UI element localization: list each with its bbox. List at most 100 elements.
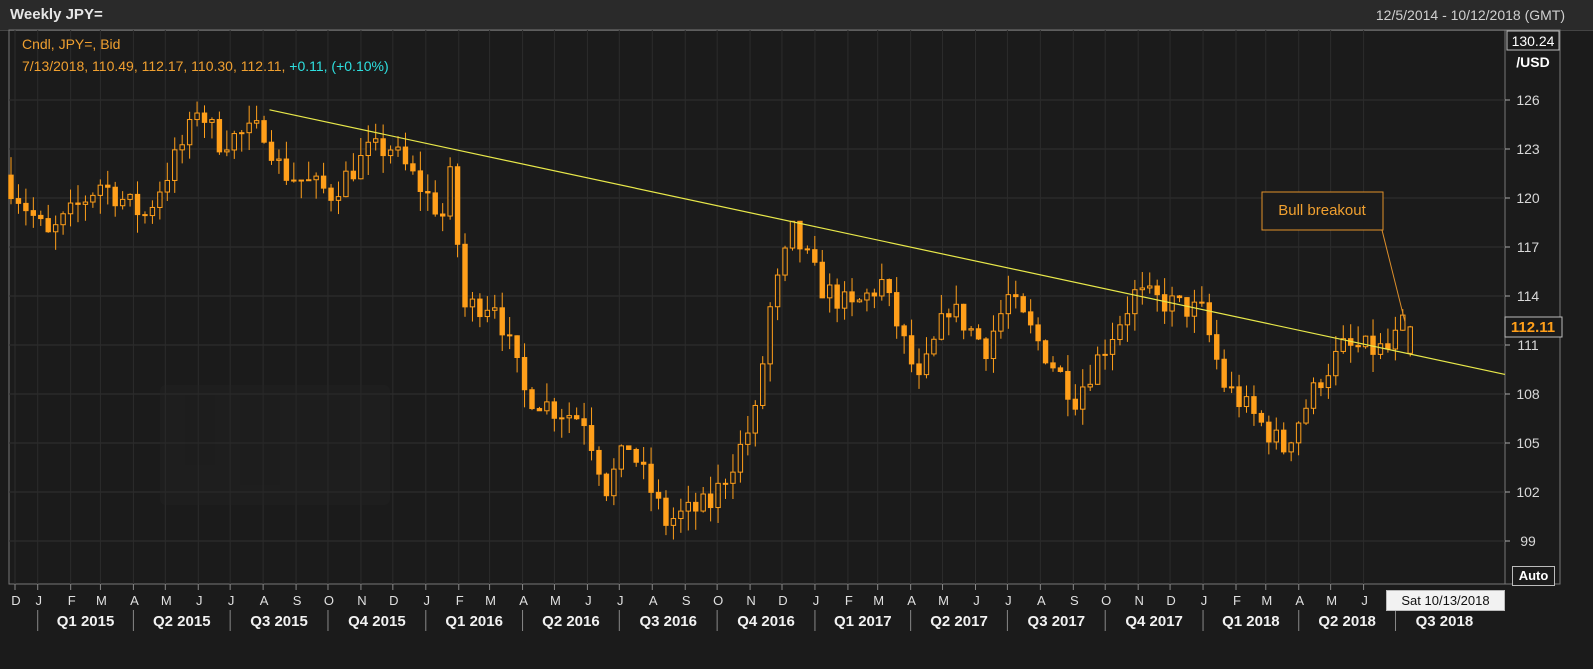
candle	[1214, 319, 1220, 370]
candle-body	[1251, 396, 1257, 414]
candle-body	[194, 112, 200, 121]
candle	[1288, 441, 1294, 462]
candle	[864, 288, 870, 312]
candle-body	[1080, 386, 1086, 410]
candle	[730, 454, 736, 500]
candle	[261, 115, 267, 144]
candle-body	[722, 482, 729, 485]
candle-body	[328, 187, 334, 201]
current-date-label: Sat 10/13/2018	[1386, 590, 1505, 611]
month-label: J	[813, 593, 820, 608]
candle	[358, 138, 364, 180]
candle	[1243, 385, 1250, 413]
candle-body	[1281, 429, 1287, 453]
candle	[693, 492, 699, 530]
candle-body	[1385, 343, 1391, 350]
auto-scale-button[interactable]: Auto	[1512, 566, 1555, 586]
candle	[67, 189, 74, 227]
candle	[938, 294, 945, 341]
month-label: A	[1037, 593, 1046, 608]
candle-body	[432, 192, 438, 215]
candle-body	[1147, 285, 1153, 289]
candle-body	[1013, 294, 1019, 298]
month-label: M	[96, 593, 107, 608]
candle	[1102, 339, 1108, 370]
candle	[573, 407, 580, 420]
candle-body	[365, 141, 371, 157]
candle-body	[253, 120, 260, 124]
candle-body	[611, 468, 617, 497]
candle	[774, 268, 781, 321]
candle	[603, 472, 610, 502]
candle-body	[402, 146, 409, 165]
candle	[841, 281, 848, 320]
candle-body	[313, 175, 319, 181]
candle	[931, 336, 937, 357]
month-label: M	[485, 593, 496, 608]
candle-body	[335, 196, 342, 201]
candle-body	[90, 194, 96, 203]
candle	[1065, 355, 1071, 417]
candle	[611, 458, 617, 506]
candle-body	[1228, 386, 1235, 389]
candle-body	[1057, 367, 1064, 372]
candle	[953, 285, 959, 323]
quarter-label: Q2 2016	[542, 613, 600, 630]
candle-body	[38, 214, 44, 220]
candle-body	[298, 179, 304, 182]
candle-body	[879, 279, 885, 297]
candle	[1407, 325, 1413, 357]
candle	[1132, 279, 1138, 331]
month-label: M	[550, 593, 561, 608]
month-label: J	[424, 593, 431, 608]
candle-body	[306, 179, 312, 182]
candle	[134, 181, 141, 233]
quarter-label: Q1 2016	[445, 613, 503, 630]
candle-body	[134, 193, 141, 216]
month-label: D	[1166, 593, 1175, 608]
candle-body	[425, 190, 431, 194]
month-label: M	[161, 593, 172, 608]
candle-body	[1355, 344, 1361, 348]
y-tick-label: 123	[1516, 141, 1540, 157]
y-tick-label: 117	[1517, 239, 1540, 255]
candle-body	[953, 303, 959, 318]
candle-body	[75, 202, 81, 205]
y-tick-label: 99	[1520, 533, 1536, 549]
y-tick-label: 126	[1516, 92, 1540, 108]
candle	[626, 445, 632, 450]
candle-body	[149, 206, 156, 217]
candle-body	[506, 334, 513, 337]
candle	[700, 486, 706, 513]
candle	[1318, 378, 1324, 397]
y-tick-label: 105	[1516, 435, 1540, 451]
candle	[52, 215, 59, 250]
candle-body	[730, 471, 736, 484]
candle-body	[410, 163, 416, 172]
candle	[1013, 280, 1019, 309]
candle	[1117, 315, 1123, 346]
candle	[901, 323, 907, 354]
candle-body	[581, 418, 587, 427]
last-price: 112.11	[1511, 319, 1555, 336]
candle	[1109, 322, 1116, 371]
month-label: O	[324, 593, 334, 608]
candle-body	[633, 448, 639, 463]
candle	[380, 124, 386, 173]
candle-body	[186, 119, 193, 146]
candle	[968, 325, 974, 337]
candle-body	[15, 198, 22, 204]
candle-body	[1392, 329, 1399, 350]
candle	[8, 157, 14, 205]
candle	[834, 278, 840, 323]
month-label: J	[228, 593, 235, 608]
candle-body	[216, 119, 223, 153]
candle	[715, 464, 721, 523]
candle	[1251, 385, 1257, 426]
legend-change: +0.11, (+0.10%)	[289, 58, 388, 74]
month-label: F	[68, 593, 76, 608]
quarter-label: Q2 2018	[1318, 613, 1376, 630]
candle	[372, 123, 379, 151]
candle-body	[804, 248, 811, 251]
